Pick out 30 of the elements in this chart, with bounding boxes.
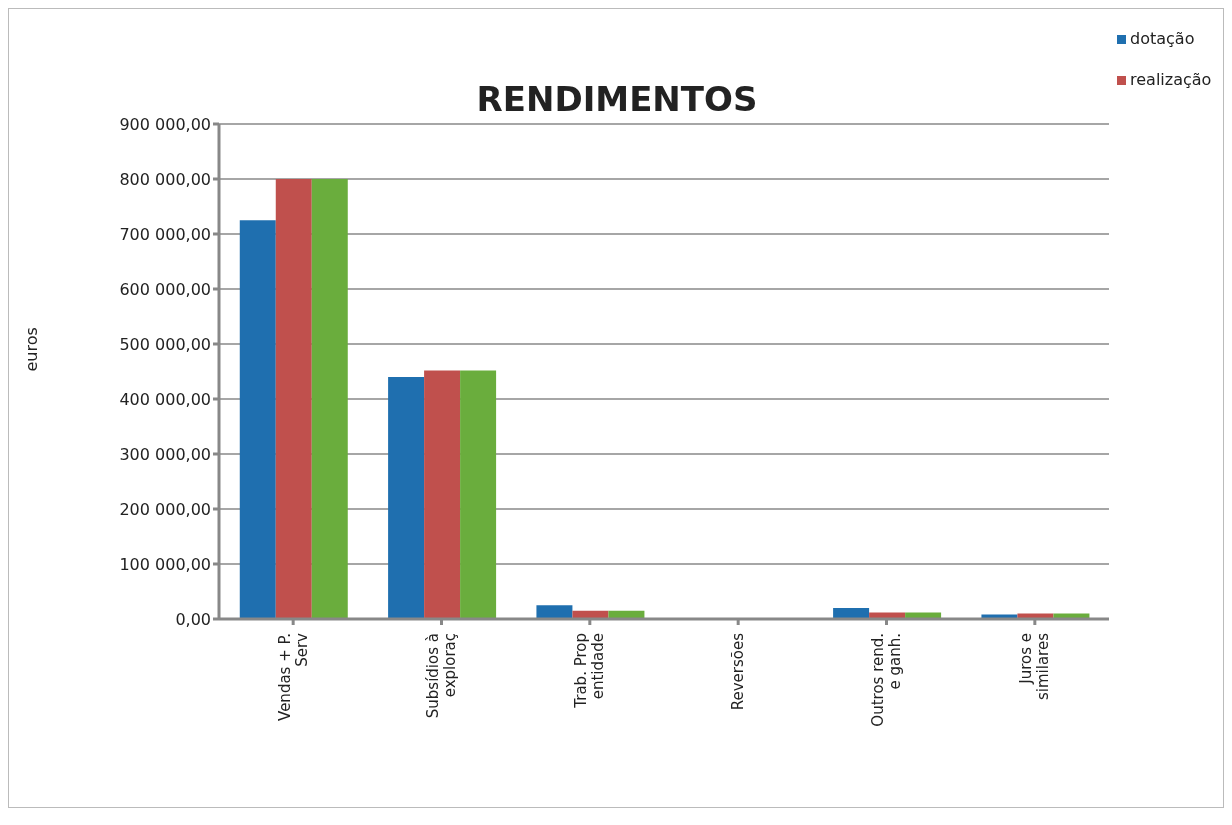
- y-tick-label: 0,00: [175, 609, 211, 629]
- x-tick-label: Juros e similares: [1017, 632, 1053, 701]
- x-tick-label: Reversões: [729, 632, 748, 711]
- x-tick-label: Subsídios à exploraç: [424, 633, 459, 719]
- y-tick-label: 900 000,00: [119, 114, 211, 134]
- bar: [833, 608, 870, 619]
- x-tick-label: Outros rend. e ganh.: [869, 633, 904, 727]
- y-tick-label: 600 000,00: [119, 279, 211, 299]
- y-axis-title: euros: [21, 327, 41, 372]
- x-tick-label: Vendas + P. Serv: [275, 632, 311, 721]
- y-tick-label: 800 000,00: [119, 169, 211, 189]
- chart-title: RENDIMENTOS: [476, 79, 758, 119]
- bar: [424, 370, 461, 619]
- bar: [536, 605, 573, 619]
- y-tick-label: 100 000,00: [119, 554, 211, 574]
- bar: [869, 612, 906, 619]
- bar: [388, 377, 425, 619]
- y-tick-label: 300 000,00: [119, 444, 211, 464]
- bar: [311, 179, 348, 619]
- bar: [239, 220, 276, 619]
- bar: [460, 370, 497, 619]
- y-tick-label: 400 000,00: [119, 389, 211, 409]
- x-tick-label: Trab. Prop entidade: [572, 633, 608, 709]
- legend-label: realização: [1130, 70, 1212, 89]
- y-tick-label: 500 000,00: [119, 334, 211, 354]
- bar: [905, 612, 942, 619]
- bar: [275, 179, 312, 619]
- y-tick-label: 200 000,00: [119, 499, 211, 519]
- legend-label: dotação: [1130, 29, 1195, 48]
- y-tick-label: 700 000,00: [119, 224, 211, 244]
